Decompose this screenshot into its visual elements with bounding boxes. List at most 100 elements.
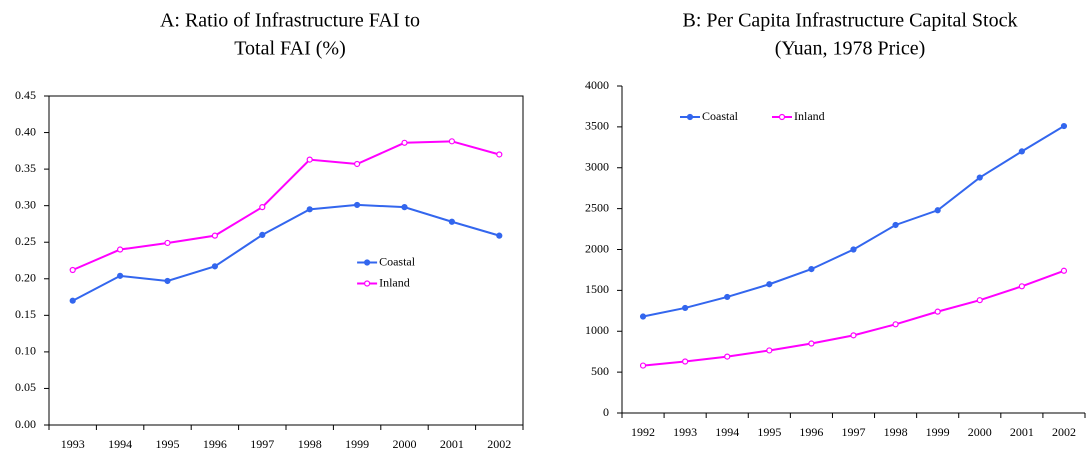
legend-marker <box>364 259 371 266</box>
y-tick-label: 0.45 <box>15 88 36 102</box>
data-point <box>69 297 76 304</box>
data-point <box>211 232 218 239</box>
x-tick-label: 2001 <box>1010 425 1034 439</box>
data-point <box>850 332 857 339</box>
x-tick-label: 1997 <box>842 425 866 439</box>
x-tick-label: 1994 <box>108 437 132 451</box>
y-tick-label: 0.15 <box>15 307 36 321</box>
data-point <box>116 246 124 253</box>
data-point <box>766 281 773 288</box>
x-tick-label: 1998 <box>884 425 908 439</box>
y-tick-label: 3000 <box>585 160 609 174</box>
series-line <box>72 203 500 302</box>
x-tick-label: 1996 <box>799 425 823 439</box>
series-line <box>72 140 500 271</box>
data-point <box>1018 283 1025 290</box>
y-tick-label: 0.10 <box>15 344 36 358</box>
y-tick-label: 4000 <box>585 78 609 92</box>
legend-label: Inland <box>794 109 825 123</box>
y-tick-label: 0.05 <box>15 380 36 394</box>
y-tick-label: 0.40 <box>15 124 36 138</box>
chart-title: A: Ratio of Infrastructure FAI to <box>160 10 420 32</box>
data-point <box>496 232 503 239</box>
data-point <box>211 263 218 270</box>
x-tick-label: 2001 <box>440 437 464 451</box>
x-tick-label: 2000 <box>393 437 417 451</box>
x-tick-label: 1993 <box>673 425 697 439</box>
y-tick-label: 1000 <box>585 323 609 337</box>
data-point <box>306 156 313 163</box>
x-tick-label: 1999 <box>345 437 369 451</box>
data-point <box>682 358 689 365</box>
y-tick-label: 0 <box>603 405 609 419</box>
data-point <box>934 207 941 214</box>
data-point <box>401 204 408 211</box>
data-point <box>496 151 503 158</box>
series-line <box>642 269 1065 367</box>
x-tick-label: 2000 <box>968 425 992 439</box>
data-point <box>724 353 731 360</box>
legend-marker <box>686 113 694 121</box>
data-point <box>259 231 266 239</box>
data-point <box>976 297 983 304</box>
x-tick-label: 1997 <box>250 437 274 451</box>
data-point <box>116 272 124 279</box>
data-point <box>1060 267 1068 274</box>
data-point <box>448 218 455 225</box>
y-tick-label: 0.35 <box>15 161 36 175</box>
data-point <box>766 347 773 354</box>
x-tick-label: 1999 <box>926 425 950 439</box>
data-point <box>1060 122 1068 130</box>
data-point <box>401 139 408 146</box>
data-point <box>259 204 266 211</box>
data-point <box>1018 148 1025 155</box>
x-tick-label: 2002 <box>1052 425 1076 439</box>
data-point <box>306 206 313 213</box>
data-point <box>164 277 171 285</box>
x-tick-label: 1993 <box>61 437 85 451</box>
x-tick-label: 1995 <box>757 425 781 439</box>
x-tick-label: 1994 <box>715 425 739 439</box>
y-tick-label: 0.20 <box>15 271 36 285</box>
data-point <box>639 313 647 320</box>
y-tick-label: 1500 <box>585 282 609 296</box>
data-point <box>724 293 731 301</box>
y-tick-label: 0.00 <box>15 417 36 431</box>
series-line <box>642 125 1065 318</box>
data-point <box>976 174 983 181</box>
data-point <box>892 321 899 328</box>
chart-title: Total FAI (%) <box>234 38 346 60</box>
chart-title: (Yuan, 1978 Price) <box>775 38 926 60</box>
y-tick-label: 3500 <box>585 119 609 133</box>
x-tick-label: 1998 <box>298 437 322 451</box>
data-point <box>850 246 857 253</box>
data-point <box>892 221 899 229</box>
y-tick-label: 0.25 <box>15 234 36 248</box>
legend-marker <box>778 113 786 121</box>
chart-title: B: Per Capita Infrastructure Capital Sto… <box>683 10 1018 32</box>
data-point <box>448 138 455 145</box>
y-tick-label: 0.30 <box>15 197 36 211</box>
data-point <box>164 239 171 247</box>
data-point <box>808 340 815 347</box>
data-point <box>354 201 361 209</box>
data-point <box>69 266 76 274</box>
data-point <box>934 308 941 315</box>
legend-label: Coastal <box>702 109 739 123</box>
y-tick-label: 2000 <box>585 241 609 255</box>
y-tick-label: 500 <box>591 364 609 378</box>
legend-marker <box>364 280 371 287</box>
data-point <box>808 266 815 273</box>
legend-label: Coastal <box>379 254 416 268</box>
data-point <box>682 304 689 312</box>
x-tick-label: 1996 <box>203 437 227 451</box>
x-tick-label: 1992 <box>631 425 655 439</box>
x-tick-label: 1995 <box>156 437 180 451</box>
legend-label: Inland <box>379 275 410 289</box>
data-point <box>354 160 361 168</box>
plot-frame <box>48 95 524 426</box>
data-point <box>639 362 647 369</box>
y-tick-label: 2500 <box>585 200 609 214</box>
x-tick-label: 2002 <box>487 437 511 451</box>
